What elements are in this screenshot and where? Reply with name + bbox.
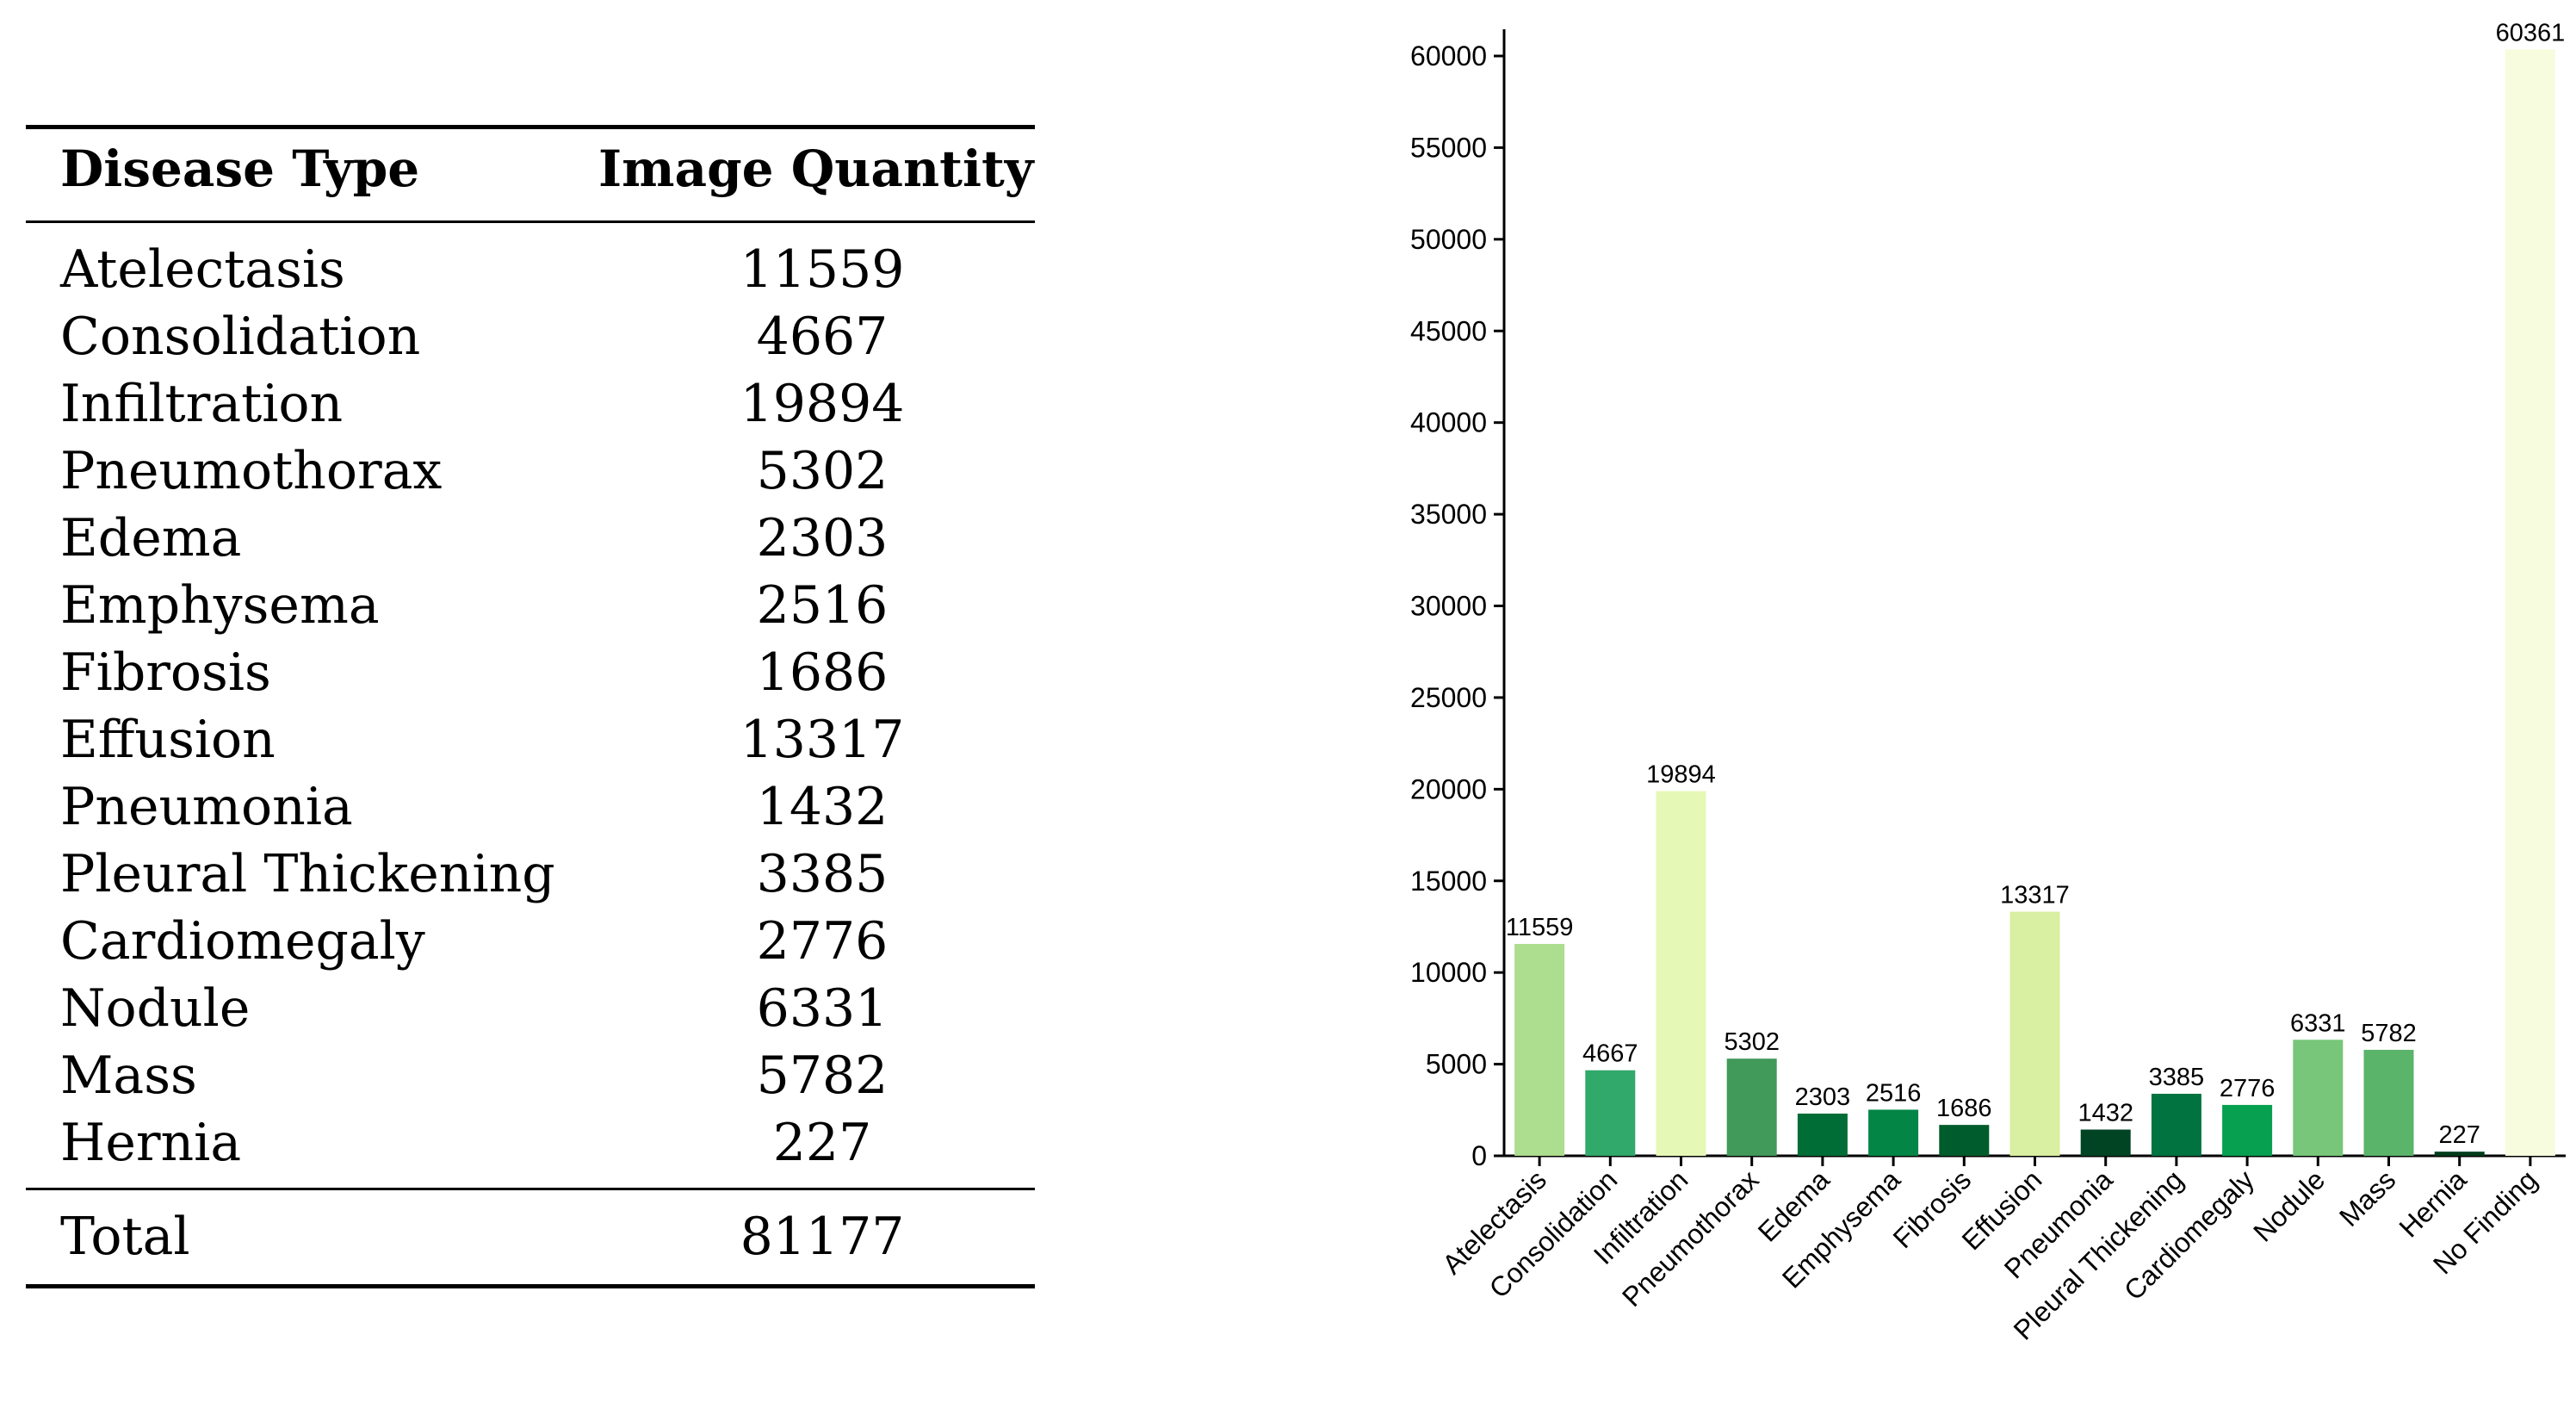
bar bbox=[1868, 1109, 1919, 1156]
y-tick-label: 55000 bbox=[1410, 132, 1487, 163]
y-tick-label: 30000 bbox=[1410, 591, 1487, 622]
bar bbox=[2293, 1040, 2344, 1156]
bar bbox=[2009, 911, 2060, 1156]
table-cell-disease: Pneumothorax bbox=[60, 441, 443, 501]
header-disease-type: Disease Type bbox=[60, 140, 420, 198]
table-top-rule bbox=[26, 125, 1035, 129]
bar-value-label: 1432 bbox=[2078, 1100, 2133, 1127]
total-label: Total bbox=[60, 1207, 190, 1267]
y-tick-label: 35000 bbox=[1410, 499, 1487, 530]
total-quantity: 81177 bbox=[740, 1207, 905, 1267]
table-cell-quantity: 5302 bbox=[756, 441, 889, 501]
bar-value-label: 2303 bbox=[1795, 1083, 1851, 1111]
table-cell-disease: Hernia bbox=[60, 1113, 242, 1173]
bar bbox=[2222, 1104, 2273, 1156]
bar-value-label: 11559 bbox=[1506, 914, 1574, 941]
bar bbox=[2434, 1152, 2485, 1156]
table-cell-disease: Atelectasis bbox=[60, 239, 345, 300]
y-tick-label: 15000 bbox=[1410, 866, 1487, 897]
y-tick-label: 25000 bbox=[1410, 682, 1487, 713]
bar bbox=[1797, 1113, 1848, 1156]
bar bbox=[2151, 1093, 2201, 1156]
bar bbox=[2505, 49, 2555, 1156]
table-cell-quantity: 13317 bbox=[740, 710, 905, 770]
table-header-rule bbox=[26, 220, 1035, 223]
y-tick-label: 40000 bbox=[1410, 407, 1487, 438]
table-cell-disease: Nodule bbox=[60, 978, 251, 1039]
table-cell-quantity: 3385 bbox=[756, 844, 889, 904]
table-cell-quantity: 4667 bbox=[756, 307, 889, 367]
bar-value-label: 1686 bbox=[1936, 1095, 1992, 1122]
bar bbox=[1585, 1070, 1636, 1156]
header-image-quantity: Image Quantity bbox=[598, 140, 1034, 198]
bar-value-label: 227 bbox=[2439, 1121, 2480, 1149]
table-cell-quantity: 227 bbox=[772, 1113, 872, 1173]
table-bottom-rule bbox=[26, 1284, 1035, 1288]
table-cell-disease: Mass bbox=[60, 1046, 197, 1106]
bar-value-label: 5302 bbox=[1724, 1028, 1780, 1056]
table-cell-disease: Consolidation bbox=[60, 307, 421, 367]
table-cell-quantity: 1686 bbox=[756, 643, 889, 703]
bar-value-label: 3385 bbox=[2149, 1064, 2205, 1091]
bar-value-label: 5782 bbox=[2361, 1020, 2417, 1047]
table-cell-quantity: 1432 bbox=[756, 777, 889, 837]
table-cell-quantity: 2516 bbox=[756, 575, 889, 636]
x-tick-label: Mass bbox=[2333, 1164, 2402, 1232]
x-tick-label: Nodule bbox=[2247, 1164, 2331, 1247]
y-tick-label: 5000 bbox=[1426, 1049, 1487, 1080]
bar-value-label: 13317 bbox=[2000, 882, 2070, 909]
table-cell-disease: Edema bbox=[60, 508, 242, 568]
table-cell-disease: Infiltration bbox=[60, 374, 344, 434]
bar bbox=[1726, 1058, 1777, 1156]
table-cell-disease: Cardiomegaly bbox=[60, 911, 425, 972]
bar bbox=[1656, 791, 1706, 1156]
y-tick-label: 0 bbox=[1471, 1140, 1487, 1171]
bar-value-label: 6331 bbox=[2290, 1009, 2346, 1037]
table-cell-quantity: 19894 bbox=[740, 374, 905, 434]
bar bbox=[2080, 1129, 2131, 1156]
table-cell-quantity: 11559 bbox=[740, 239, 905, 300]
bar-value-label: 60361 bbox=[2496, 19, 2566, 47]
bar-value-label: 4667 bbox=[1582, 1040, 1638, 1068]
table-cell-quantity: 2776 bbox=[756, 911, 889, 972]
table-cell-disease: Emphysema bbox=[60, 575, 380, 636]
table-cell-quantity: 6331 bbox=[756, 978, 889, 1039]
bar-value-label: 2516 bbox=[1866, 1079, 1922, 1107]
table-cell-quantity: 2303 bbox=[756, 508, 889, 568]
bar bbox=[2363, 1049, 2414, 1156]
bar-value-label: 19894 bbox=[1646, 761, 1716, 789]
bar-chart: 0 5000 10000 15000 20000 25000 30000 35000 40000… bbox=[1410, 19, 2566, 1346]
y-tick-label: 50000 bbox=[1410, 224, 1487, 255]
y-tick-label: 20000 bbox=[1410, 773, 1487, 804]
bar bbox=[1939, 1125, 1990, 1156]
table-cell-disease: Effusion bbox=[60, 710, 276, 770]
table-cell-quantity: 5782 bbox=[756, 1046, 889, 1106]
bar bbox=[1514, 943, 1565, 1156]
bar-value-label: 2776 bbox=[2220, 1075, 2276, 1102]
y-tick-label: 10000 bbox=[1410, 957, 1487, 988]
table-mid-rule bbox=[26, 1188, 1035, 1190]
y-tick-label: 60000 bbox=[1410, 40, 1487, 71]
y-tick-label: 45000 bbox=[1410, 315, 1487, 346]
table-cell-disease: Pleural Thickening bbox=[60, 844, 555, 904]
table-cell-disease: Pneumonia bbox=[60, 777, 353, 837]
table-cell-disease: Fibrosis bbox=[60, 643, 271, 703]
dataset-table: Disease Type Image Quantity Atelectasis 1… bbox=[26, 0, 1035, 1403]
